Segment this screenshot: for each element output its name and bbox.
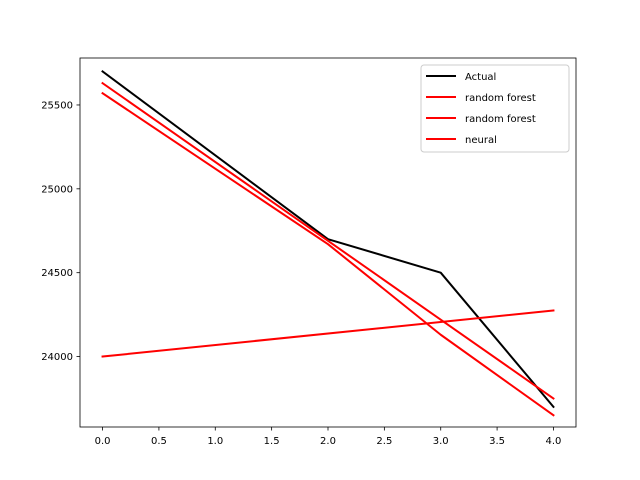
x-tick-label: 3.5 bbox=[489, 436, 505, 447]
legend-label: neural bbox=[465, 135, 497, 146]
series-line-2 bbox=[101, 81, 555, 400]
x-tick-label: 4.0 bbox=[546, 436, 562, 447]
x-tick-label: 1.0 bbox=[207, 436, 223, 447]
x-tick-label: 1.5 bbox=[264, 436, 280, 447]
legend-label: Actual bbox=[465, 72, 496, 83]
series-line-4 bbox=[101, 309, 555, 358]
x-tick-label: 2.5 bbox=[376, 436, 392, 447]
series-line-3 bbox=[101, 91, 555, 417]
y-tick-label: 25000 bbox=[41, 184, 73, 195]
legend-label: random forest bbox=[465, 114, 536, 125]
y-axis: 24000 24500 25000 25500 bbox=[41, 100, 80, 363]
x-tick-label: 2.0 bbox=[320, 436, 336, 447]
y-tick-label: 24500 bbox=[41, 268, 73, 279]
y-tick-label: 24000 bbox=[41, 352, 73, 363]
series-line-1 bbox=[101, 70, 555, 409]
x-tick-label: 3.0 bbox=[433, 436, 449, 447]
legend-label: random forest bbox=[465, 93, 536, 104]
y-tick-label: 25500 bbox=[41, 100, 73, 111]
x-axis: 0.0 0.5 1.0 1.5 2.0 2.5 3.0 3.5 4.0 bbox=[95, 427, 562, 447]
x-tick-label: 0.0 bbox=[95, 436, 111, 447]
x-tick-label: 0.5 bbox=[151, 436, 167, 447]
series-layer bbox=[101, 70, 555, 417]
legend: Actual random forest random forest neural bbox=[420, 64, 570, 153]
legend-box bbox=[420, 64, 570, 153]
